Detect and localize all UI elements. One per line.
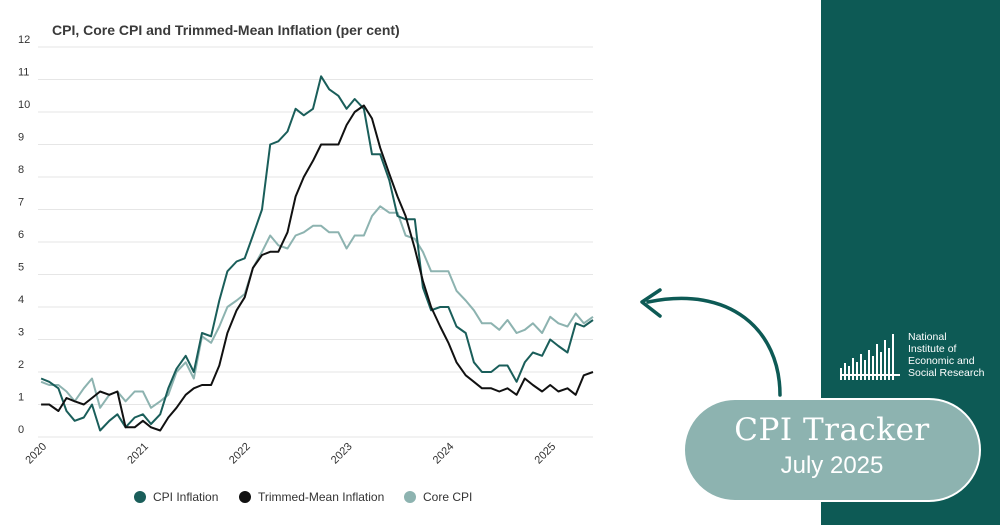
y-tick-label: 7 xyxy=(18,197,24,209)
niesr-logo-text: National Institute of Economic and Socia… xyxy=(908,331,984,379)
y-tick-label: 5 xyxy=(18,262,24,274)
series-line-trimmed-mean-inflation xyxy=(41,104,594,432)
chart-title: CPI, Core CPI and Trimmed-Mean Inflation… xyxy=(52,22,400,38)
series-line-core-cpi xyxy=(40,205,594,409)
y-tick-label: 6 xyxy=(18,229,24,241)
y-tick-label: 8 xyxy=(18,164,24,176)
legend: CPI Inflation Trimmed-Mean Inflation Core … xyxy=(134,490,472,504)
y-tick-label: 0 xyxy=(18,424,24,436)
y-tick-label: 10 xyxy=(18,99,30,111)
badge-subtitle: July 2025 xyxy=(780,452,884,479)
legend-marker xyxy=(239,491,251,503)
logo-line-4: Social Research xyxy=(908,367,985,379)
legend-marker xyxy=(404,491,416,503)
x-tick-label: 2023 xyxy=(329,441,355,467)
y-tick-label: 4 xyxy=(18,294,24,306)
x-tick-label: 2021 xyxy=(125,441,151,467)
niesr-logo-bars-icon xyxy=(840,334,900,380)
y-tick-label: 11 xyxy=(18,67,29,79)
legend-label: CPI Inflation xyxy=(153,490,218,504)
gridlines xyxy=(38,46,593,438)
x-tick-label: 2024 xyxy=(431,441,457,467)
logo-line-1: National xyxy=(908,331,947,343)
legend-label: Trimmed-Mean Inflation xyxy=(258,490,384,504)
legend-label: Core CPI xyxy=(423,490,472,504)
cpi-tracker-badge: CPI Tracker July 2025 xyxy=(683,398,981,502)
legend-marker xyxy=(134,491,146,503)
y-tick-label: 1 xyxy=(18,392,24,404)
series-line-cpi-inflation xyxy=(40,75,594,432)
badge-title: CPI Tracker xyxy=(734,412,930,448)
x-tick-label: 2025 xyxy=(533,441,559,467)
logo-line-2: Institute of xyxy=(908,343,957,355)
y-tick-label: 2 xyxy=(18,359,24,371)
series-lines xyxy=(40,75,594,432)
y-tick-label: 3 xyxy=(18,327,24,339)
logo-line-3: Economic and xyxy=(908,355,975,367)
x-axis-ticks: 2020 2021 2022 2023 2024 2025 xyxy=(23,441,558,467)
y-tick-label: 9 xyxy=(18,132,24,144)
y-tick-label: 12 xyxy=(18,34,30,46)
x-tick-label: 2022 xyxy=(227,441,253,467)
x-tick-label: 2020 xyxy=(23,441,49,467)
